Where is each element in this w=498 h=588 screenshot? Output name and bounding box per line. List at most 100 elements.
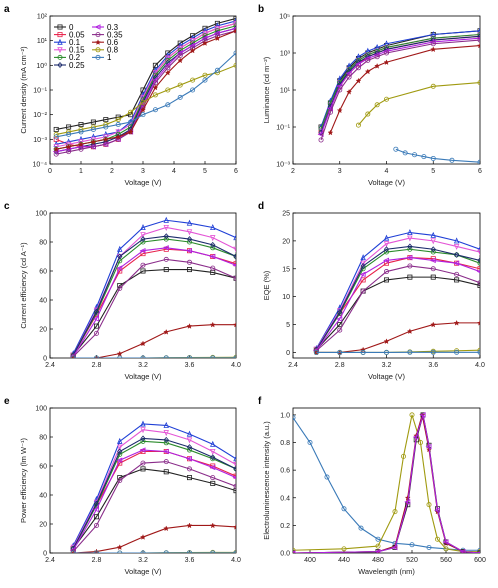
legend-label: 0.25	[69, 61, 85, 70]
data-point	[70, 355, 76, 358]
legend-label: 1	[107, 53, 112, 62]
data-point	[117, 355, 123, 358]
data-point	[430, 321, 437, 328]
data-point	[477, 80, 480, 86]
data-point	[313, 349, 319, 355]
legend-marker	[57, 24, 63, 30]
data-point	[186, 456, 193, 462]
data-point	[355, 122, 361, 128]
data-point	[355, 77, 362, 84]
data-point	[202, 77, 208, 83]
series-line-0.6	[293, 414, 480, 553]
x-axis-label: Voltage (V)	[368, 178, 406, 187]
data-point	[232, 476, 236, 480]
y-tick-label: 100	[35, 406, 47, 413]
data-point	[163, 550, 169, 553]
data-point	[140, 340, 146, 347]
data-point	[152, 84, 159, 91]
series-line-0.15	[72, 429, 236, 548]
legend-item: 0.15	[54, 46, 85, 55]
legend-label: 0.8	[107, 46, 119, 55]
data-point	[117, 253, 123, 260]
y-tick-label: 0	[43, 551, 47, 558]
data-point	[406, 254, 413, 261]
data-point	[163, 256, 169, 262]
series-line-0.25	[315, 245, 480, 350]
data-point	[232, 263, 236, 267]
data-point	[233, 550, 236, 553]
legend-marker	[57, 38, 63, 45]
data-point	[94, 550, 99, 553]
y-tick-label: 10¹	[280, 88, 291, 95]
data-point	[412, 434, 419, 440]
data-point	[186, 444, 193, 451]
legend-label: 0.15	[69, 46, 85, 55]
data-point	[355, 53, 362, 60]
data-point	[454, 349, 460, 355]
data-point	[190, 87, 196, 93]
data-point	[233, 50, 236, 56]
data-point	[94, 355, 99, 358]
legend-item: 0.2	[54, 53, 81, 62]
data-point	[477, 550, 480, 553]
legend-label: 0.35	[107, 30, 123, 39]
data-point	[477, 27, 480, 34]
series-line-0.8	[56, 64, 236, 135]
data-point	[140, 466, 146, 472]
data-point	[163, 440, 169, 446]
data-point	[453, 251, 460, 258]
data-point	[337, 87, 343, 93]
data-point	[337, 75, 343, 82]
data-point	[140, 232, 146, 239]
data-point	[66, 149, 72, 155]
data-point	[383, 338, 390, 345]
data-point	[345, 70, 352, 77]
y-tick-label: 60	[39, 269, 47, 276]
data-point	[383, 260, 389, 266]
data-point	[336, 107, 343, 114]
data-point	[140, 460, 146, 466]
data-point	[78, 122, 84, 128]
data-point	[374, 43, 380, 50]
data-point	[430, 83, 436, 89]
data-point	[117, 245, 123, 252]
data-point	[429, 257, 436, 264]
data-point	[360, 260, 366, 267]
data-point	[94, 522, 100, 528]
series-line-0.1	[72, 219, 236, 354]
y-tick-label: 20	[39, 522, 47, 529]
data-point	[210, 448, 216, 455]
y-tick-label: 10⁻²	[33, 112, 47, 119]
y-tick-label: 1.0	[280, 412, 290, 419]
data-point	[128, 109, 134, 115]
series-line-0	[293, 414, 480, 553]
data-point	[476, 36, 480, 40]
data-point	[336, 316, 343, 322]
data-point	[383, 246, 390, 253]
data-point	[430, 274, 436, 280]
x-tick-label: 2.8	[92, 362, 102, 369]
data-point	[233, 17, 236, 24]
legend-label: 0	[69, 23, 74, 32]
data-point	[163, 216, 169, 223]
data-point	[209, 253, 216, 260]
data-point	[78, 129, 84, 135]
data-point	[209, 522, 216, 529]
y-tick-label: 15	[282, 266, 290, 273]
data-point	[186, 430, 193, 437]
series-line-1	[56, 52, 236, 138]
data-point	[139, 102, 146, 108]
x-axis-label: Voltage (V)	[124, 372, 162, 381]
y-axis-label: Current density (mA cm⁻²)	[19, 46, 28, 134]
series-line-0.35	[72, 461, 236, 552]
data-point	[426, 544, 432, 550]
data-point	[409, 412, 415, 418]
panel-label: a	[4, 4, 10, 15]
x-tick-label: 2	[291, 168, 295, 175]
data-point	[176, 50, 183, 56]
x-tick-label: 2.8	[335, 362, 345, 369]
data-point	[365, 57, 371, 63]
data-point	[186, 447, 192, 453]
legend-item: 0.1	[54, 38, 81, 47]
data-point	[453, 243, 460, 250]
